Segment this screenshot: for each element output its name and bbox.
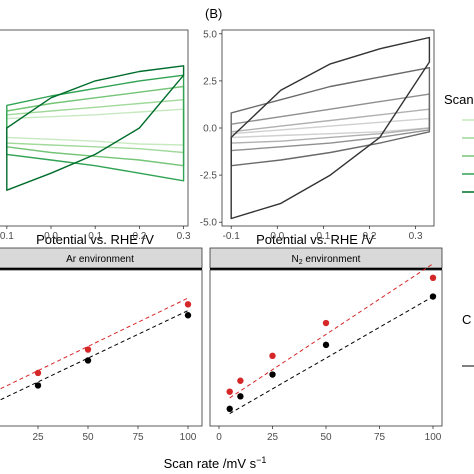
bottom-xlabel: Scan rate /mV s−1: [164, 455, 267, 471]
panel-a-cv-curves: [6, 65, 185, 191]
panel-c-points: [0, 297, 192, 401]
x-tick-label: 0.1: [316, 231, 330, 242]
cv-cycle-5: [230, 36, 431, 220]
data-point: [269, 371, 276, 378]
cv-cycle-1: [6, 108, 185, 146]
x-tick-label: 0.2: [132, 231, 146, 242]
fit-line-2: [229, 296, 434, 414]
y-tick-label: -2.5: [200, 171, 218, 182]
data-point: [34, 382, 42, 389]
x-tick-label: 0.2: [363, 231, 377, 242]
bottom-xlabel-sup: −1: [256, 455, 266, 465]
data-point: [269, 352, 276, 359]
data-point: [184, 312, 192, 319]
panel-a-ticks: 0.1 0.0 0.1 0.2 0.3: [0, 226, 191, 242]
data-point: [322, 341, 330, 349]
strip-n2-n: N: [292, 254, 299, 265]
panel-b-frame: [221, 29, 435, 227]
data-point: [84, 357, 92, 364]
x-tick-label: 25: [32, 432, 44, 443]
fit-line-1: [0, 297, 189, 390]
panel-d-ticks: 0 25 50 75 100: [216, 426, 442, 443]
x-tick-label: 0.0: [44, 231, 58, 242]
strip-ar-rule: [0, 268, 202, 270]
legend-title-scan: Scan: [444, 92, 474, 107]
data-point: [429, 274, 437, 281]
x-tick-label: 0.1: [0, 231, 14, 242]
x-tick-label: 50: [82, 432, 94, 443]
x-tick-label: 0.3: [409, 231, 423, 242]
x-tick-label: 0.1: [88, 231, 102, 242]
data-point: [429, 293, 437, 300]
x-tick-label: 75: [374, 432, 386, 443]
x-tick-label: 100: [180, 432, 197, 443]
strip-n2-label: N2 environment: [292, 254, 361, 266]
data-point: [226, 388, 233, 395]
panel-a-xlabel: Potential vs. RHE /V: [36, 232, 154, 247]
panel-b-cv-curves: [230, 36, 431, 220]
x-tick-label: 50: [320, 432, 332, 443]
y-tick-label: -5.0: [200, 218, 218, 229]
legend-title-c: C: [462, 312, 471, 327]
data-point: [34, 369, 42, 377]
fit-line-2: [0, 310, 189, 401]
x-tick-label: -0.1: [223, 231, 241, 242]
strip-n2-rule: [210, 268, 442, 270]
cv-cycle-4: [6, 74, 185, 182]
legend-top: [462, 119, 474, 193]
panel-b-title: (B): [205, 6, 222, 21]
x-tick-label: 25: [267, 432, 279, 443]
x-tick-label: 0: [216, 432, 222, 443]
data-point: [237, 393, 244, 400]
panel-c-ticks: 25 50 75 100: [32, 426, 197, 443]
panel-b-ticks: -0.1 0.0 0.1 0.2 0.3 5.0 2.5 0.0 -2.5 -5.0: [200, 29, 423, 242]
x-tick-label: 0.3: [177, 231, 191, 242]
x-tick-label: 75: [132, 432, 144, 443]
panel-d-points: [226, 263, 437, 414]
data-point: [237, 377, 244, 384]
panel-b-xlabel: Potential vs. RHE /V: [256, 232, 374, 247]
bottom-xlabel-text: Scan rate /mV s: [164, 456, 257, 471]
x-tick-label: 0.0: [270, 231, 284, 242]
x-tick-label: 100: [425, 432, 442, 443]
fit-line-1: [229, 263, 434, 399]
y-tick-label: 0.0: [203, 124, 217, 135]
y-tick-label: 2.5: [203, 76, 217, 87]
y-tick-label: 5.0: [203, 29, 217, 40]
data-point: [184, 301, 192, 308]
cv-cycle-4: [230, 67, 431, 167]
data-point: [322, 319, 330, 327]
cv-cycle-5: [6, 65, 185, 191]
panel-c-frame: [0, 269, 203, 427]
strip-ar-label: Ar environment: [66, 254, 134, 265]
strip-n2-rest: environment: [303, 254, 361, 265]
data-point: [84, 346, 92, 353]
data-point: [226, 405, 233, 413]
strip-n2-sub: 2: [299, 259, 303, 266]
panel-a-frame: [0, 29, 189, 227]
